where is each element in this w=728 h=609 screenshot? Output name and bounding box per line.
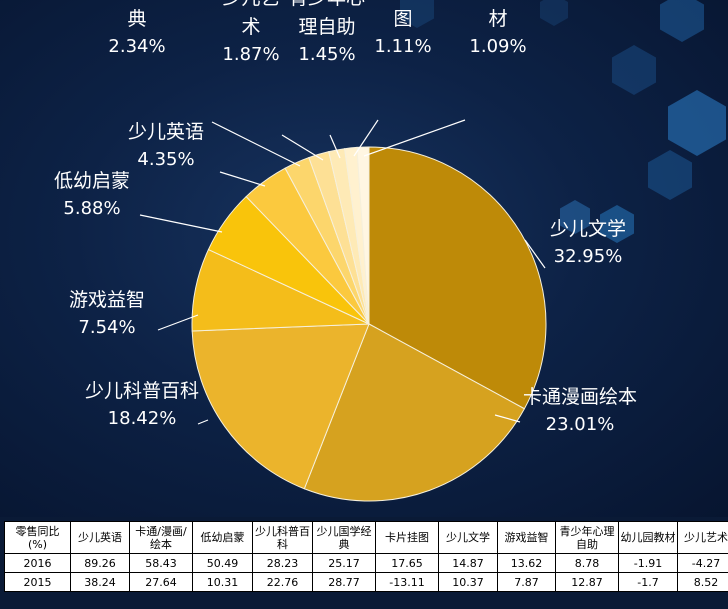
slice-label: 少儿文学 [550,218,626,240]
slice-value-label: 18.42% [108,408,177,429]
table-cell: 89.26 [70,553,130,573]
table-cell: 38.24 [70,572,130,592]
table-cell: 22.76 [252,572,313,592]
table-cell: -1.7 [618,572,678,592]
slice-value-label: 1.87% [222,44,279,65]
table-header-cell: 游戏益智 [497,521,556,554]
slice-value-label: 5.88% [63,198,120,219]
slice-value-label: 7.54% [78,317,135,338]
table-row: 2015 38.24 27.64 10.31 22.76 28.77 -13.11 10.37… [4,572,728,592]
decorative-hexagon [560,200,590,234]
slice-label: 幼儿园教 [460,0,536,1]
slice-value-label: 4.35% [137,149,194,170]
leader-line [211,121,301,167]
slice-value-label: 23.01% [546,414,615,435]
slice-value-label: 2.34% [108,36,165,57]
pie-chart: 少儿文学 32.95% 卡通漫画绘本 23.01% 少儿科普百科 18.42% 游戏益智 7.… [54,0,637,502]
slice-label: 图 [393,8,412,30]
chart-area: 少儿文学 32.95% 卡通漫画绘本 23.01% 少儿科普百科 18.42% 游戏益智 7.… [0,0,728,517]
table-header-cell: 少儿艺术 [677,521,728,554]
slice-label: 材 [488,8,507,30]
leader-line [524,239,546,269]
table-cell: 28.23 [252,553,313,573]
table-header-row: 零售同比(%) 少儿英语 卡通/漫画/绘本 低幼启蒙 少儿科普百科 少儿国学经典 卡片挂图少… [4,521,728,554]
table-cell: 2015 [4,572,71,592]
table-cell: 14.87 [438,553,498,573]
table-cell: 17.65 [375,553,439,573]
slice-value-label: 1.45% [298,44,355,65]
leader-line [329,134,341,159]
table-cell: 27.64 [129,572,193,592]
pie-slice [191,323,370,490]
table-cell: 8.78 [555,553,619,573]
decorative-hexagon [600,205,634,243]
sales-growth-table: 零售同比(%) 少儿英语 卡通/漫画/绘本 低幼启蒙 少儿科普百科 少儿国学经典 卡片挂图少… [4,521,728,592]
leader-line [197,419,209,425]
table-cell: 13.62 [497,553,556,573]
slice-label: 青少年心 [289,0,365,9]
table-cell: 2016 [4,553,71,573]
table-header-cell: 少儿科普百科 [252,521,313,554]
table-cell: -4.27 [677,553,728,573]
table-header-cell: 少儿英语 [70,521,130,554]
slice-label: 游戏益智 [69,289,145,311]
leader-line [363,119,466,157]
table-header-cell: 低幼启蒙 [192,521,253,554]
slice-label: 少儿英语 [128,121,204,143]
table-header-cell: 少儿文学 [438,521,498,554]
table-cell: 12.87 [555,572,619,592]
pie-slice [303,323,526,502]
decorative-hexagon [668,90,726,156]
table-cell: 8.52 [677,572,728,592]
slice-value-label: 1.09% [469,36,526,57]
table-header-cell: 青少年心理自助 [555,521,619,554]
table-header-cell: 卡通/漫画/绘本 [129,521,193,554]
leader-line [157,314,199,331]
slice-label: 少儿国学经 [89,0,184,1]
table-cell: 7.87 [497,572,556,592]
table-cell: 50.49 [192,553,253,573]
table-cell: 10.37 [438,572,498,592]
leader-line [281,134,324,161]
slice-value-label: 1.11% [374,36,431,57]
slice-label: 卡片挂 [374,0,431,1]
table-header-cell: 少儿国学经典 [312,521,376,554]
table-cell: -1.91 [618,553,678,573]
table-cell: 25.17 [312,553,376,573]
table-cell: -13.11 [375,572,439,592]
slice-label: 典 [127,8,146,30]
leader-line [353,119,379,157]
slice-label: 低幼启蒙 [54,170,130,192]
table-cell: 28.77 [312,572,376,592]
table-cell: 10.31 [192,572,253,592]
pie-slice [368,146,547,410]
table-header-cell: 卡片挂图 [375,521,439,554]
pie-slice [356,146,370,325]
table-header-cell: 零售同比(%) [4,521,71,554]
leader-line [219,171,266,187]
slice-label: 少儿艺 [222,0,279,9]
slice-label: 理自助 [298,16,355,38]
slice-value-label: 32.95% [554,246,623,267]
table-cell: 58.43 [129,553,193,573]
table-header-cell: 幼儿园教材 [618,521,678,554]
leader-line [139,214,223,233]
slice-label: 少儿科普百科 [85,380,199,402]
table-row: 2016 89.26 58.43 50.49 28.23 25.17 17.65 14.87 1… [4,553,728,573]
slice-label: 卡通漫画绘本 [523,386,637,408]
slice-label: 术 [241,16,260,38]
leader-line [494,414,521,423]
